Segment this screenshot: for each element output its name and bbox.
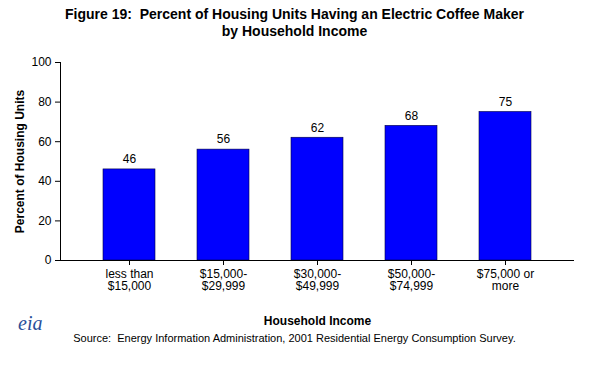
- svg-text:$30,000-$49,999: $30,000-$49,999: [294, 267, 341, 293]
- svg-text:68: 68: [405, 109, 419, 123]
- svg-text:56: 56: [217, 132, 231, 146]
- html-text:Figure 19: Percent of Housing: Figure 19: Percent of Housing Units Havi…: [65, 6, 528, 39]
- svg-text:$75,000 ormore: $75,000 ormore: [477, 267, 534, 293]
- svg-text:0: 0: [45, 253, 52, 267]
- svg-text:62: 62: [311, 121, 325, 135]
- svg-text:60: 60: [38, 135, 52, 149]
- html-text:eia: eia: [18, 312, 43, 334]
- svg-text:20: 20: [38, 214, 52, 228]
- svg-text:Percent of Housing Units: Percent of Housing Units: [13, 90, 27, 234]
- svg-text:$15,000-$29,999: $15,000-$29,999: [200, 267, 247, 293]
- svg-text:less than$15,000: less than$15,000: [105, 267, 153, 293]
- html-text:Source: Energy Information Adm: Source: Energy Information Administratio…: [73, 332, 516, 344]
- svg-text:$50,000-$74,999: $50,000-$74,999: [388, 267, 435, 293]
- svg-text:75: 75: [499, 95, 513, 109]
- svg-text:100: 100: [31, 55, 51, 69]
- svg-text:40: 40: [38, 174, 52, 188]
- svg-text:46: 46: [123, 152, 137, 166]
- svg-text:80: 80: [38, 95, 52, 109]
- svg-text:Household Income: Household Income: [264, 314, 372, 328]
